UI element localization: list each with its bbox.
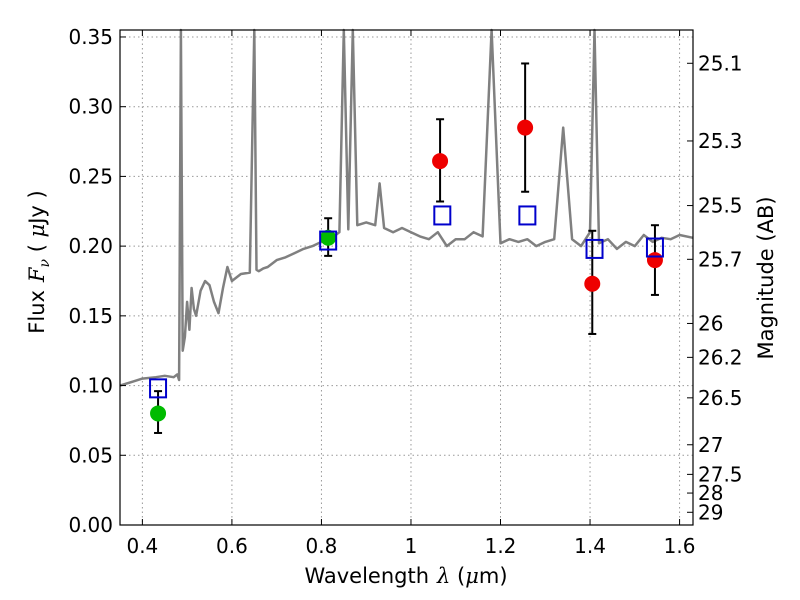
right-tick-label: 25.7 bbox=[698, 247, 743, 271]
model-photometry-square bbox=[433, 205, 452, 226]
y-tick-label: 0.05 bbox=[68, 443, 113, 467]
x-tick-label: 0.8 bbox=[306, 534, 338, 558]
x-axis-title: Wavelength λ (μm) bbox=[304, 564, 507, 588]
data-markers bbox=[149, 119, 664, 422]
grid-lines bbox=[120, 30, 693, 526]
x-axis-unit-mu: μ bbox=[465, 564, 479, 588]
y-axis-label-text: Flux bbox=[25, 290, 49, 334]
x-tick-label: 0.6 bbox=[216, 534, 248, 558]
observed-nir-point bbox=[517, 119, 534, 136]
y-tick-label: 0.15 bbox=[68, 304, 113, 328]
model-photometry-square bbox=[645, 237, 664, 258]
y-axis-unit-close: Jy ) bbox=[25, 190, 49, 226]
right-tick-label: 27.5 bbox=[698, 462, 743, 486]
x-axis-symbol: λ bbox=[436, 564, 450, 588]
right-tick-label: 27 bbox=[698, 433, 723, 457]
y-axis-symbol: F bbox=[25, 266, 49, 283]
observed-optical-point bbox=[150, 405, 167, 422]
model-spectrum-line bbox=[119, 28, 694, 387]
y-tick-label: 0.10 bbox=[68, 374, 113, 398]
x-tick-label: 1.2 bbox=[485, 534, 517, 558]
y-axis-ticks: 0.00 0.05 0.10 0.15 0.20 0.25 0.30 0.35 bbox=[68, 25, 126, 537]
y-tick-label: 0.30 bbox=[68, 95, 113, 119]
y-axis-unit-open: ( bbox=[25, 237, 49, 259]
y-tick-label: 0.25 bbox=[68, 164, 113, 188]
model-photometry-square bbox=[518, 205, 537, 226]
x-tick-label: 1 bbox=[405, 534, 418, 558]
x-tick-label: 1.6 bbox=[664, 534, 696, 558]
observed-nir-point bbox=[432, 153, 449, 170]
y-axis-title: Flux Fν ( μJy ) bbox=[25, 190, 53, 333]
right-tick-label: 26.2 bbox=[698, 345, 743, 369]
observed-nir-point bbox=[646, 252, 663, 269]
right-axis-title: Magnitude (AB) bbox=[754, 196, 778, 359]
x-axis-unit-close: m) bbox=[479, 564, 508, 588]
observed-nir-point bbox=[584, 275, 601, 292]
model-spectrum bbox=[119, 28, 694, 387]
y-tick-label: 0.20 bbox=[68, 234, 113, 258]
y-axis-symbol-subscript: ν bbox=[37, 258, 53, 267]
x-tick-label: 1.4 bbox=[574, 534, 606, 558]
right-tick-label: 25.3 bbox=[698, 129, 743, 153]
model-photometry-square bbox=[319, 230, 338, 251]
plot-frame bbox=[119, 29, 694, 526]
error-bars bbox=[154, 62, 659, 434]
model-photometry-square bbox=[149, 378, 168, 399]
right-tick-label: 25.1 bbox=[698, 51, 743, 75]
y-tick-label: 0.00 bbox=[68, 513, 113, 537]
right-tick-label: 26 bbox=[698, 311, 723, 335]
x-axis-label-text: Wavelength bbox=[304, 564, 429, 588]
right-tick-label: 26.5 bbox=[698, 386, 743, 410]
x-axis-unit-open: ( bbox=[450, 564, 465, 588]
y-axis-unit-mu: μ bbox=[25, 224, 49, 238]
right-tick-label: 25.5 bbox=[698, 194, 743, 218]
y-tick-label: 0.35 bbox=[68, 25, 113, 49]
right-tick-label: 29 bbox=[698, 500, 723, 524]
x-tick-label: 0.4 bbox=[126, 534, 158, 558]
model-photometry-square bbox=[585, 238, 604, 259]
right-tick-label: 28 bbox=[698, 481, 723, 505]
x-axis-ticks: 0.4 0.6 0.8 1 1.2 1.4 1.6 bbox=[126, 30, 695, 558]
